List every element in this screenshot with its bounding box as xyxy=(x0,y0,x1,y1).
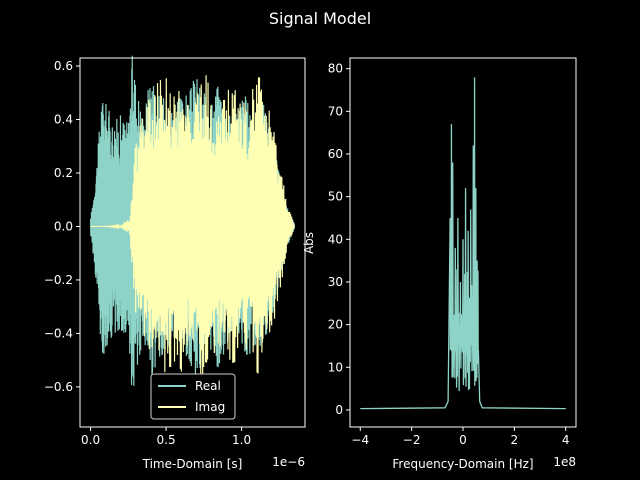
frequency-domain-ytick-label: 70 xyxy=(328,104,343,118)
frequency-domain-ytick-label: 80 xyxy=(328,62,343,76)
time-domain-plot-area xyxy=(89,55,296,387)
series-line-imag xyxy=(90,75,295,379)
frequency-domain-xtick-label: 4 xyxy=(562,433,570,447)
time-domain-xlabel: Time-Domain [s] xyxy=(142,457,243,471)
time-domain-ytick-label: 0.4 xyxy=(54,113,73,127)
frequency-domain-x-offset: 1e8 xyxy=(553,455,576,469)
frequency-domain-xtick-label: −4 xyxy=(351,433,369,447)
series-line-abs xyxy=(360,77,566,410)
time-domain-ytick-label: −0.4 xyxy=(44,326,73,340)
figure-title: Signal Model xyxy=(269,9,371,28)
time-domain-ticks: 0.0 0.5 1.0 −0.6 −0.4 −0.2 0.0 0.2 0.4 0.6 xyxy=(44,59,251,447)
frequency-domain-ylabel: Abs xyxy=(302,232,316,254)
frequency-domain-ytick-label: 50 xyxy=(328,190,343,204)
frequency-domain-xtick-label: 2 xyxy=(511,433,519,447)
time-domain-xtick-label: 1.0 xyxy=(232,433,251,447)
time-domain-ytick-label: 0.6 xyxy=(54,59,73,73)
frequency-domain-xlabel: Frequency-Domain [Hz] xyxy=(392,457,533,471)
time-domain-xtick-label: 0.0 xyxy=(81,433,100,447)
time-domain-axes-frame xyxy=(79,57,306,428)
time-domain-ytick-label: −0.2 xyxy=(44,273,73,287)
legend-label-real: Real xyxy=(195,379,221,393)
time-domain-x-offset: 1e−6 xyxy=(272,455,305,469)
frequency-domain-ytick-label: 20 xyxy=(328,318,343,332)
legend-label-imag: Imag xyxy=(195,400,225,414)
frequency-domain-ytick-label: 40 xyxy=(328,232,343,246)
frequency-domain-plot-area xyxy=(360,77,566,410)
frequency-domain-xtick-label: 0 xyxy=(459,433,467,447)
time-domain-panel: 0.0 0.5 1.0 −0.6 −0.4 −0.2 0.0 0.2 0.4 0.6 Time-D… xyxy=(44,55,306,471)
frequency-domain-ytick-label: 60 xyxy=(328,147,343,161)
frequency-domain-xtick-label: −2 xyxy=(403,433,421,447)
frequency-domain-ytick-label: 30 xyxy=(328,275,343,289)
time-domain-ytick-label: 0.2 xyxy=(54,166,73,180)
frequency-domain-ytick-label: 10 xyxy=(328,360,343,374)
time-domain-ytick-label: 0.0 xyxy=(54,219,73,233)
legend: Real Imag xyxy=(150,373,236,420)
time-domain-xtick-label: 0.5 xyxy=(157,433,176,447)
time-domain-ytick-label: −0.6 xyxy=(44,380,73,394)
frequency-domain-ytick-label: 0 xyxy=(335,403,343,417)
